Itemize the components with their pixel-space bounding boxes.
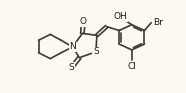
Text: S: S <box>93 47 99 56</box>
Text: O: O <box>80 17 87 26</box>
Text: Cl: Cl <box>127 62 136 70</box>
Text: N: N <box>69 43 76 52</box>
Text: S: S <box>69 63 75 72</box>
Text: OH: OH <box>113 12 127 21</box>
Text: Br: Br <box>153 18 163 27</box>
